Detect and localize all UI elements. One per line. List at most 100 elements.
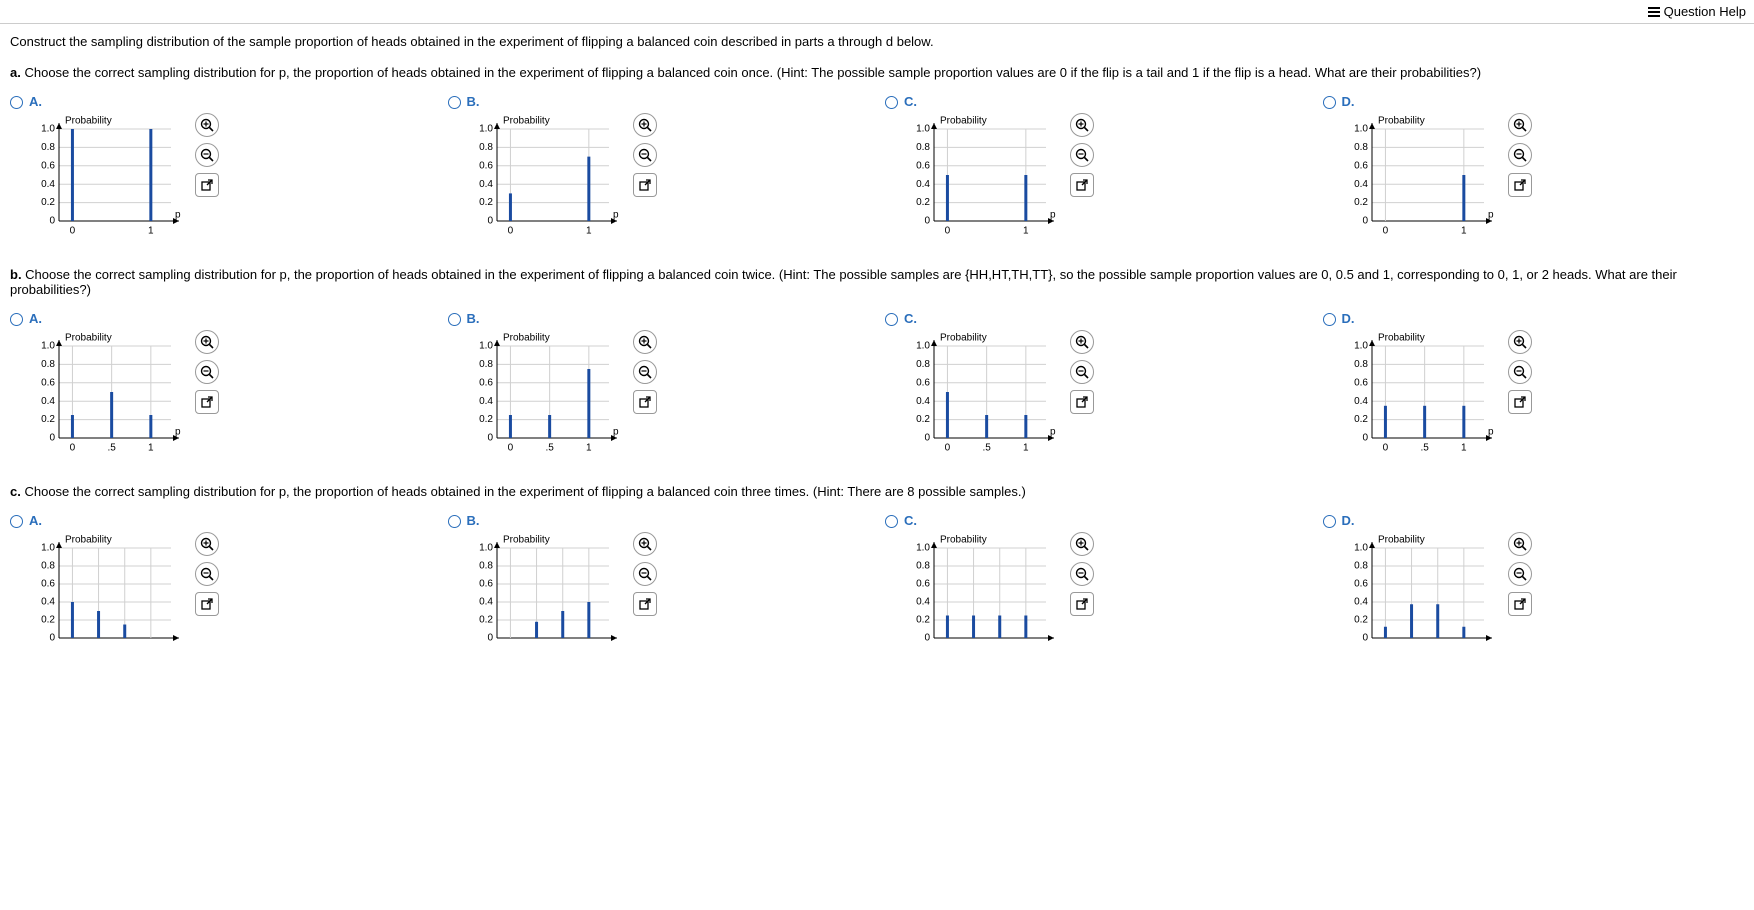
radio-b-B[interactable] — [448, 313, 461, 326]
chart-buttons — [1508, 113, 1532, 197]
svg-text:1: 1 — [1023, 226, 1029, 237]
radio-a-C[interactable] — [885, 96, 898, 109]
radio-c-C[interactable] — [885, 515, 898, 528]
svg-text:0.4: 0.4 — [41, 597, 55, 608]
svg-text:Probability: Probability — [65, 333, 112, 344]
zoom-out-icon[interactable] — [633, 562, 657, 586]
option-body: A.00.20.40.60.81.0Probability — [29, 513, 219, 642]
zoom-out-icon[interactable] — [195, 143, 219, 167]
zoom-in-icon[interactable] — [633, 330, 657, 354]
svg-text:1.0: 1.0 — [479, 543, 493, 554]
zoom-out-icon[interactable] — [1508, 562, 1532, 586]
zoom-in-icon[interactable] — [195, 113, 219, 137]
svg-text:1.0: 1.0 — [41, 543, 55, 554]
question-text: c. Choose the correct sampling distribut… — [10, 484, 1744, 499]
radio-c-A[interactable] — [10, 515, 23, 528]
open-new-window-icon[interactable] — [633, 173, 657, 197]
open-new-window-icon[interactable] — [1508, 592, 1532, 616]
svg-text:0.2: 0.2 — [479, 197, 493, 208]
radio-b-A[interactable] — [10, 313, 23, 326]
zoom-in-icon[interactable] — [1070, 113, 1094, 137]
svg-text:Probability: Probability — [940, 333, 987, 344]
chart-buttons — [633, 532, 657, 616]
chart: 00.20.40.60.81.0Probabilityp01 — [29, 113, 189, 243]
chart: 00.20.40.60.81.0Probabilityp0.51 — [467, 330, 627, 460]
option-label: D. — [1342, 513, 1532, 528]
zoom-out-icon[interactable] — [195, 562, 219, 586]
open-new-window-icon[interactable] — [195, 592, 219, 616]
zoom-in-icon[interactable] — [195, 330, 219, 354]
radio-c-D[interactable] — [1323, 515, 1336, 528]
open-new-window-icon[interactable] — [633, 390, 657, 414]
chart-wrap: 00.20.40.60.81.0Probability — [29, 532, 219, 642]
radio-b-C[interactable] — [885, 313, 898, 326]
option-label: D. — [1342, 311, 1532, 326]
zoom-in-icon[interactable] — [195, 532, 219, 556]
zoom-out-icon[interactable] — [633, 143, 657, 167]
zoom-in-icon[interactable] — [1508, 532, 1532, 556]
svg-text:0.8: 0.8 — [41, 561, 55, 572]
svg-text:.5: .5 — [982, 443, 991, 454]
zoom-out-icon[interactable] — [1070, 360, 1094, 384]
zoom-out-icon[interactable] — [1070, 143, 1094, 167]
radio-a-D[interactable] — [1323, 96, 1336, 109]
open-new-window-icon[interactable] — [633, 592, 657, 616]
svg-text:0: 0 — [507, 443, 513, 454]
chart: 00.20.40.60.81.0Probability — [1342, 532, 1502, 642]
zoom-in-icon[interactable] — [633, 532, 657, 556]
open-new-window-icon[interactable] — [1508, 173, 1532, 197]
svg-text:0.8: 0.8 — [1354, 359, 1368, 370]
radio-b-D[interactable] — [1323, 313, 1336, 326]
zoom-in-icon[interactable] — [1508, 330, 1532, 354]
zoom-in-icon[interactable] — [633, 113, 657, 137]
chart: 00.20.40.60.81.0Probabilityp01 — [904, 113, 1064, 243]
option-D: D.00.20.40.60.81.0Probabilityp0.51 — [1323, 311, 1745, 460]
chart-wrap: 00.20.40.60.81.0Probability — [904, 532, 1094, 642]
radio-c-B[interactable] — [448, 515, 461, 528]
chart-wrap: 00.20.40.60.81.0Probabilityp01 — [904, 113, 1094, 243]
option-B: B.00.20.40.60.81.0Probabilityp01 — [448, 94, 870, 243]
option-B: B.00.20.40.60.81.0Probabilityp0.51 — [448, 311, 870, 460]
svg-text:0.6: 0.6 — [41, 579, 55, 590]
zoom-out-icon[interactable] — [1508, 360, 1532, 384]
radio-a-A[interactable] — [10, 96, 23, 109]
open-new-window-icon[interactable] — [1070, 390, 1094, 414]
chart-buttons — [1070, 532, 1094, 616]
top-bar: Question Help — [0, 0, 1754, 24]
svg-text:0: 0 — [487, 216, 493, 227]
question-help-button[interactable]: Question Help — [1648, 4, 1746, 19]
zoom-in-icon[interactable] — [1070, 330, 1094, 354]
svg-text:0.4: 0.4 — [479, 396, 493, 407]
open-new-window-icon[interactable] — [195, 390, 219, 414]
chart-buttons — [195, 330, 219, 414]
zoom-out-icon[interactable] — [1508, 143, 1532, 167]
zoom-out-icon[interactable] — [1070, 562, 1094, 586]
svg-text:0.8: 0.8 — [41, 359, 55, 370]
svg-text:1: 1 — [586, 226, 592, 237]
chart: 00.20.40.60.81.0Probabilityp01 — [467, 113, 627, 243]
svg-text:.5: .5 — [107, 443, 116, 454]
open-new-window-icon[interactable] — [1508, 390, 1532, 414]
svg-text:0.4: 0.4 — [41, 179, 55, 190]
zoom-out-icon[interactable] — [195, 360, 219, 384]
svg-text:0: 0 — [49, 433, 55, 444]
zoom-in-icon[interactable] — [1070, 532, 1094, 556]
radio-a-B[interactable] — [448, 96, 461, 109]
svg-text:1.0: 1.0 — [479, 124, 493, 135]
svg-text:0: 0 — [49, 633, 55, 642]
svg-text:0.2: 0.2 — [1354, 414, 1368, 425]
svg-text:Probability: Probability — [940, 116, 987, 127]
zoom-in-icon[interactable] — [1508, 113, 1532, 137]
svg-text:1: 1 — [1461, 226, 1467, 237]
open-new-window-icon[interactable] — [1070, 592, 1094, 616]
svg-text:.5: .5 — [545, 443, 554, 454]
option-body: D.00.20.40.60.81.0Probabilityp0.51 — [1342, 311, 1532, 460]
open-new-window-icon[interactable] — [1070, 173, 1094, 197]
svg-text:Probability: Probability — [1378, 116, 1425, 127]
zoom-out-icon[interactable] — [633, 360, 657, 384]
chart-buttons — [633, 113, 657, 197]
intro-text: Construct the sampling distribution of t… — [10, 34, 1744, 49]
open-new-window-icon[interactable] — [195, 173, 219, 197]
question-part-c: c. Choose the correct sampling distribut… — [10, 484, 1744, 642]
option-label: B. — [467, 513, 657, 528]
